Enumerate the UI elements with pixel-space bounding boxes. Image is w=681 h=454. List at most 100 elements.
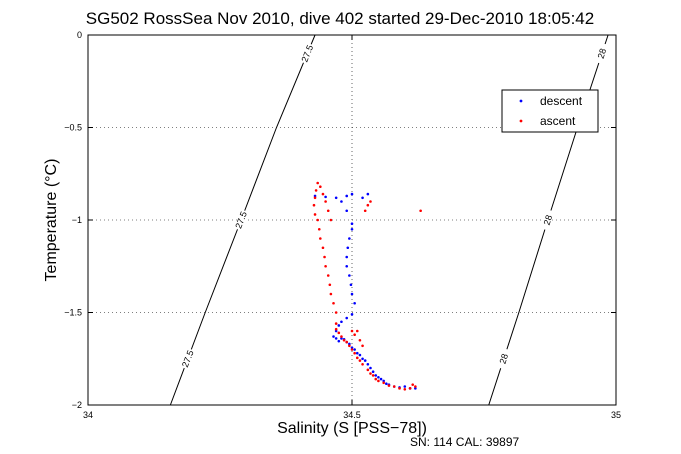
data-point-ascent bbox=[369, 372, 372, 375]
y-tick-label: −1 bbox=[72, 215, 82, 225]
data-point-ascent bbox=[377, 379, 380, 383]
data-point-ascent bbox=[355, 329, 359, 333]
data-point-descent bbox=[350, 313, 354, 316]
contour-label-background bbox=[299, 42, 315, 65]
contour-label-background bbox=[541, 209, 555, 231]
data-point-descent bbox=[340, 320, 343, 324]
x-axis-ticks: 34 34.5 35 bbox=[83, 35, 621, 420]
data-point-ascent bbox=[387, 384, 391, 387]
data-point-ascent bbox=[337, 331, 341, 335]
data-point-ascent bbox=[332, 301, 335, 305]
legend-marker-ascent bbox=[519, 119, 523, 123]
data-point-descent bbox=[345, 316, 349, 320]
data-point-ascent bbox=[329, 292, 333, 296]
y-axis-ticks: −2 −1.5 −1 −0.5 0 bbox=[64, 30, 616, 410]
x-tick-label: 34.5 bbox=[343, 410, 361, 420]
data-point-ascent bbox=[334, 327, 338, 331]
data-point-descent bbox=[371, 370, 375, 374]
data-point-ascent bbox=[353, 351, 356, 355]
data-point-descent bbox=[361, 196, 364, 200]
data-point-descent bbox=[348, 274, 351, 277]
data-point-descent bbox=[361, 357, 364, 361]
x-tick-label: 34 bbox=[83, 410, 93, 420]
data-point-descent bbox=[346, 246, 350, 250]
data-point-ascent bbox=[334, 311, 338, 314]
data-point-descent bbox=[403, 385, 407, 388]
data-point-descent bbox=[377, 375, 380, 379]
data-point-ascent bbox=[414, 385, 417, 388]
data-point-ascent bbox=[392, 385, 396, 388]
legend-label-ascent: ascent bbox=[540, 114, 576, 128]
data-point-ascent bbox=[314, 189, 318, 192]
data-point-ascent bbox=[408, 387, 412, 390]
y-tick-label: −2 bbox=[72, 400, 82, 410]
data-point-ascent bbox=[350, 348, 354, 351]
data-point-descent bbox=[366, 192, 370, 196]
data-point-ascent bbox=[329, 218, 333, 222]
data-point-ascent bbox=[361, 363, 364, 366]
data-point-descent bbox=[324, 195, 327, 199]
footer-serial-info: SN: 114 CAL: 39897 bbox=[410, 435, 520, 449]
data-point-ascent bbox=[323, 255, 326, 259]
data-point-ascent bbox=[398, 387, 401, 390]
legend: descent ascent bbox=[501, 89, 599, 133]
data-point-ascent bbox=[345, 340, 349, 344]
data-point-ascent bbox=[382, 381, 385, 385]
data-point-descent bbox=[369, 366, 372, 370]
data-point-ascent bbox=[319, 185, 322, 188]
data-point-descent bbox=[332, 335, 335, 338]
data-point-descent bbox=[345, 264, 349, 268]
data-point-ascent bbox=[342, 338, 346, 342]
chart-title: SG502 RossSea Nov 2010, dive 402 started… bbox=[86, 9, 594, 28]
data-point-ascent bbox=[363, 209, 367, 213]
contour-label: 28 bbox=[542, 214, 555, 227]
data-point-ascent bbox=[313, 196, 317, 200]
data-point-ascent bbox=[316, 181, 319, 185]
legend-box bbox=[501, 89, 599, 133]
legend-marker-descent bbox=[519, 99, 523, 103]
data-point-descent bbox=[363, 359, 367, 362]
data-point-descent bbox=[379, 377, 383, 381]
data-point-descent bbox=[355, 351, 359, 355]
data-point-descent bbox=[349, 283, 353, 287]
data-point-ascent bbox=[355, 356, 359, 360]
data-point-descent bbox=[350, 192, 354, 196]
data-point-ascent bbox=[358, 359, 362, 362]
data-point-descent bbox=[313, 194, 317, 198]
legend-label-descent: descent bbox=[540, 94, 583, 108]
data-point-descent bbox=[337, 324, 341, 327]
data-point-descent bbox=[350, 227, 354, 231]
data-point-ascent bbox=[353, 333, 356, 337]
y-tick-label: 0 bbox=[77, 30, 82, 40]
data-point-ascent bbox=[340, 335, 343, 338]
data-point-ascent bbox=[369, 200, 372, 203]
data-point-ascent bbox=[366, 368, 370, 372]
data-point-descent bbox=[350, 346, 354, 349]
data-point-ascent bbox=[334, 322, 338, 325]
y-axis-label: Temperature (°C) bbox=[43, 159, 60, 282]
y-tick-label: −0.5 bbox=[64, 123, 82, 133]
y-tick-label: −1.5 bbox=[64, 308, 82, 318]
data-point-ascent bbox=[324, 200, 327, 203]
data-point-descent bbox=[334, 196, 338, 200]
data-point-descent bbox=[334, 337, 338, 340]
data-point-ascent bbox=[316, 218, 319, 222]
data-point-ascent bbox=[328, 283, 332, 287]
data-point-descent bbox=[358, 353, 362, 357]
data-point-ascent bbox=[319, 237, 322, 240]
contour-label-background bbox=[496, 348, 511, 370]
data-point-ascent bbox=[321, 246, 325, 250]
data-point-descent bbox=[340, 337, 343, 340]
contour-label-background bbox=[595, 42, 609, 65]
data-point-ascent bbox=[313, 213, 317, 216]
data-point-ascent bbox=[411, 383, 415, 386]
data-point-ascent bbox=[350, 329, 354, 333]
data-point-ascent bbox=[374, 377, 378, 381]
data-point-ascent bbox=[361, 344, 364, 348]
data-point-ascent bbox=[419, 209, 422, 213]
data-point-descent bbox=[353, 301, 356, 305]
data-point-ascent bbox=[371, 374, 375, 377]
data-point-ascent bbox=[403, 387, 407, 391]
data-point-descent bbox=[340, 200, 343, 203]
